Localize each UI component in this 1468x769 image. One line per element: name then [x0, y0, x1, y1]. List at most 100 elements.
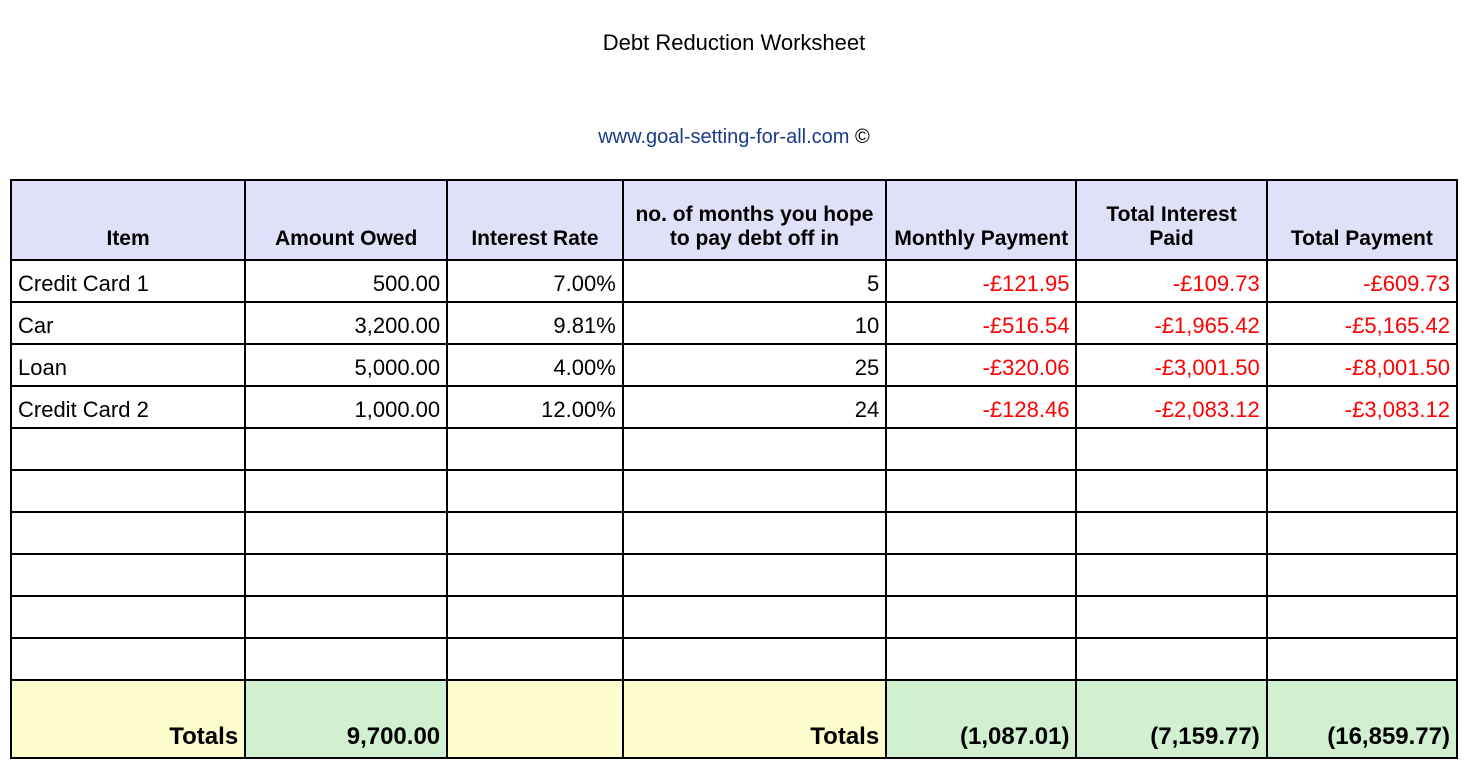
- totals-label-left: Totals: [11, 680, 245, 758]
- cell-empty: [245, 638, 447, 680]
- cell-empty: [11, 470, 245, 512]
- header-item: Item: [11, 180, 245, 260]
- cell-empty: [886, 512, 1076, 554]
- totals-row: Totals9,700.00Totals(1,087.01)(7,159.77)…: [11, 680, 1457, 758]
- header-total: Total Payment: [1267, 180, 1457, 260]
- table-row-empty: [11, 554, 1457, 596]
- cell-amount: 500.00: [245, 260, 447, 302]
- cell-empty: [886, 554, 1076, 596]
- cell-months: 5: [623, 260, 886, 302]
- cell-monthly: -£320.06: [886, 344, 1076, 386]
- cell-empty: [245, 554, 447, 596]
- table-row-empty: [11, 638, 1457, 680]
- cell-empty: [1267, 554, 1457, 596]
- cell-months: 10: [623, 302, 886, 344]
- cell-empty: [11, 512, 245, 554]
- cell-empty: [1076, 596, 1266, 638]
- cell-empty: [1267, 638, 1457, 680]
- cell-rate: 7.00%: [447, 260, 623, 302]
- cell-total: -£609.73: [1267, 260, 1457, 302]
- cell-empty: [1267, 470, 1457, 512]
- cell-rate: 9.81%: [447, 302, 623, 344]
- cell-empty: [623, 554, 886, 596]
- totals-interest: (7,159.77): [1076, 680, 1266, 758]
- cell-empty: [245, 596, 447, 638]
- cell-total: -£5,165.42: [1267, 302, 1457, 344]
- table-row-empty: [11, 596, 1457, 638]
- cell-interest: -£3,001.50: [1076, 344, 1266, 386]
- cell-monthly: -£516.54: [886, 302, 1076, 344]
- totals-amount: 9,700.00: [245, 680, 447, 758]
- header-amount: Amount Owed: [245, 180, 447, 260]
- cell-empty: [1076, 554, 1266, 596]
- cell-empty: [886, 638, 1076, 680]
- cell-empty: [245, 512, 447, 554]
- cell-interest: -£2,083.12: [1076, 386, 1266, 428]
- cell-interest: -£109.73: [1076, 260, 1266, 302]
- cell-empty: [1076, 638, 1266, 680]
- cell-empty: [11, 428, 245, 470]
- cell-empty: [447, 638, 623, 680]
- cell-amount: 3,200.00: [245, 302, 447, 344]
- cell-empty: [1267, 428, 1457, 470]
- attribution-row: www.goal-setting-for-all.com ©: [10, 126, 1458, 149]
- table-row-empty: [11, 512, 1457, 554]
- header-row: Item Amount Owed Interest Rate no. of mo…: [11, 180, 1457, 260]
- cell-empty: [245, 470, 447, 512]
- cell-empty: [11, 638, 245, 680]
- cell-item: Car: [11, 302, 245, 344]
- table-row-empty: [11, 470, 1457, 512]
- cell-interest: -£1,965.42: [1076, 302, 1266, 344]
- totals-label-right: Totals: [623, 680, 886, 758]
- debt-table: Item Amount Owed Interest Rate no. of mo…: [10, 179, 1458, 759]
- cell-empty: [447, 596, 623, 638]
- cell-empty: [447, 512, 623, 554]
- cell-rate: 12.00%: [447, 386, 623, 428]
- cell-item: Credit Card 1: [11, 260, 245, 302]
- table-row: Credit Card 21,000.0012.00%24-£128.46-£2…: [11, 386, 1457, 428]
- totals-monthly: (1,087.01): [886, 680, 1076, 758]
- cell-empty: [886, 428, 1076, 470]
- header-rate: Interest Rate: [447, 180, 623, 260]
- cell-months: 24: [623, 386, 886, 428]
- cell-item: Credit Card 2: [11, 386, 245, 428]
- cell-monthly: -£121.95: [886, 260, 1076, 302]
- header-interest: Total Interest Paid: [1076, 180, 1266, 260]
- cell-item: Loan: [11, 344, 245, 386]
- cell-empty: [447, 554, 623, 596]
- source-link[interactable]: www.goal-setting-for-all.com: [598, 126, 849, 148]
- cell-empty: [1076, 512, 1266, 554]
- cell-empty: [245, 428, 447, 470]
- totals-total: (16,859.77): [1267, 680, 1457, 758]
- cell-empty: [623, 638, 886, 680]
- cell-amount: 5,000.00: [245, 344, 447, 386]
- cell-empty: [623, 596, 886, 638]
- cell-empty: [623, 428, 886, 470]
- totals-blank: [447, 680, 623, 758]
- table-row: Car3,200.009.81%10-£516.54-£1,965.42-£5,…: [11, 302, 1457, 344]
- cell-amount: 1,000.00: [245, 386, 447, 428]
- cell-total: -£3,083.12: [1267, 386, 1457, 428]
- cell-months: 25: [623, 344, 886, 386]
- cell-empty: [11, 596, 245, 638]
- cell-empty: [1076, 470, 1266, 512]
- cell-empty: [447, 428, 623, 470]
- cell-empty: [1267, 512, 1457, 554]
- table-row: Loan5,000.004.00%25-£320.06-£3,001.50-£8…: [11, 344, 1457, 386]
- cell-total: -£8,001.50: [1267, 344, 1457, 386]
- cell-empty: [1267, 596, 1457, 638]
- header-monthly: Monthly Payment: [886, 180, 1076, 260]
- table-row-empty: [11, 428, 1457, 470]
- header-months: no. of months you hope to pay debt off i…: [623, 180, 886, 260]
- cell-empty: [623, 470, 886, 512]
- cell-empty: [623, 512, 886, 554]
- page-title: Debt Reduction Worksheet: [10, 30, 1458, 56]
- cell-rate: 4.00%: [447, 344, 623, 386]
- table-row: Credit Card 1500.007.00%5-£121.95-£109.7…: [11, 260, 1457, 302]
- cell-empty: [11, 554, 245, 596]
- cell-monthly: -£128.46: [886, 386, 1076, 428]
- cell-empty: [447, 470, 623, 512]
- cell-empty: [886, 596, 1076, 638]
- cell-empty: [886, 470, 1076, 512]
- cell-empty: [1076, 428, 1266, 470]
